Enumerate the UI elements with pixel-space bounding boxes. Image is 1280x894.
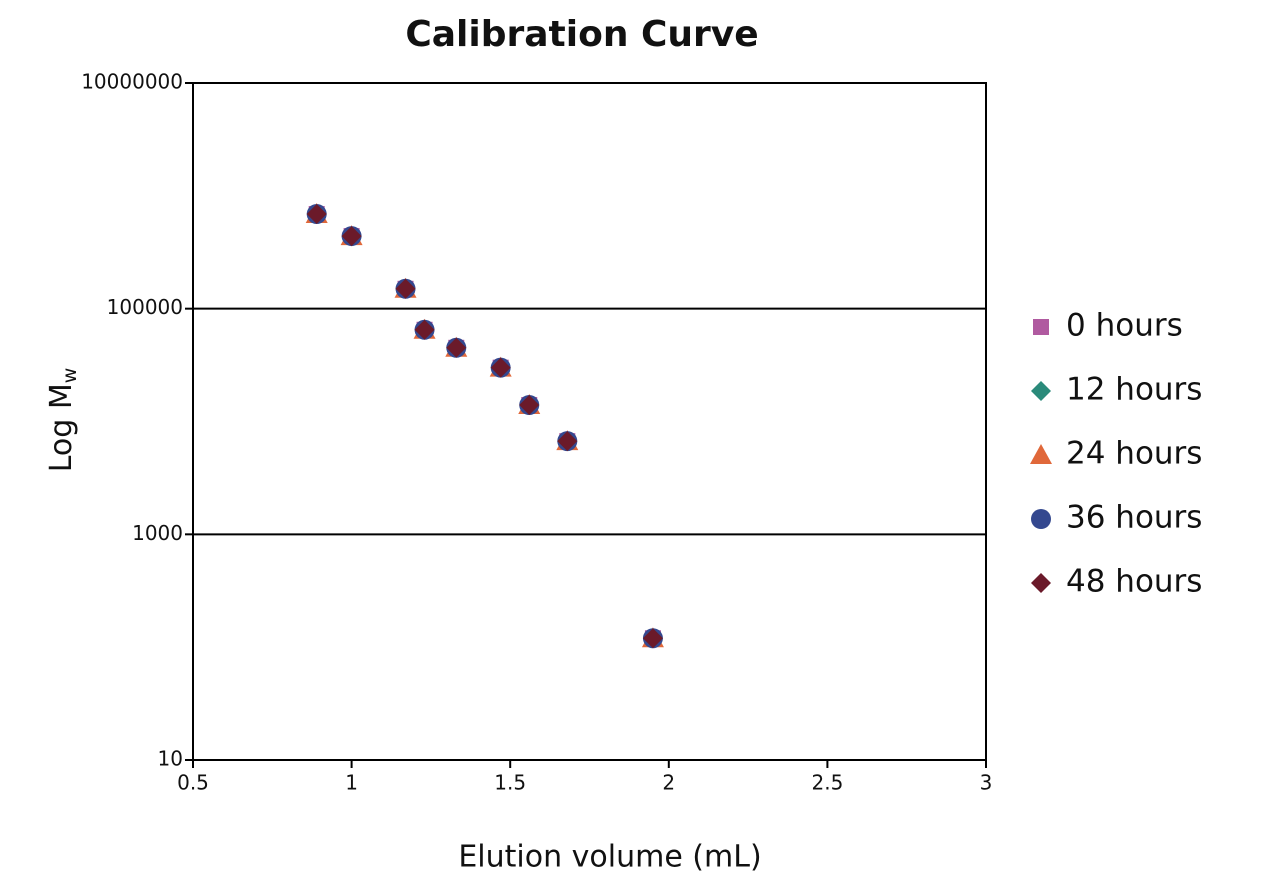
y-tick-label: 1000 (132, 521, 183, 545)
y-axis-label-subscript: w (59, 368, 81, 384)
x-tick-label: 2.5 (811, 771, 843, 795)
data-point (557, 431, 578, 452)
y-tick-label: 100000 (107, 295, 183, 319)
data-point (414, 319, 435, 340)
data-point (446, 337, 467, 358)
legend-marker (1030, 444, 1052, 464)
data-point (306, 204, 327, 225)
legend-marker (1031, 381, 1051, 401)
x-tick-label: 3 (980, 771, 993, 795)
data-point (490, 357, 511, 378)
y-tick-label: 10 (158, 747, 183, 771)
y-axis-label: Log Mw (44, 368, 81, 473)
data-point (395, 278, 416, 299)
x-tick-label: 2 (662, 771, 675, 795)
x-tick-label: 0.5 (177, 771, 209, 795)
plot-frame (192, 82, 987, 761)
chart-title: Calibration Curve (405, 14, 758, 55)
legend-label: 36 hours (1066, 500, 1202, 536)
legend-marker (1031, 573, 1051, 593)
x-axis-label: Elution volume (mL) (458, 840, 761, 875)
legend-marker (1031, 509, 1051, 529)
y-axis-label-text: Log M (44, 383, 79, 472)
x-tick-label: 1 (345, 771, 358, 795)
data-point (519, 395, 540, 416)
legend-label: 0 hours (1066, 308, 1183, 344)
data-point (642, 628, 663, 649)
legend-label: 48 hours (1066, 564, 1202, 600)
x-tick-label: 1.5 (494, 771, 526, 795)
y-tick-label: 10000000 (81, 70, 183, 94)
data-point (341, 226, 362, 247)
legend-label: 24 hours (1066, 436, 1202, 472)
legend-label: 12 hours (1066, 372, 1202, 408)
legend-marker (1033, 319, 1049, 335)
